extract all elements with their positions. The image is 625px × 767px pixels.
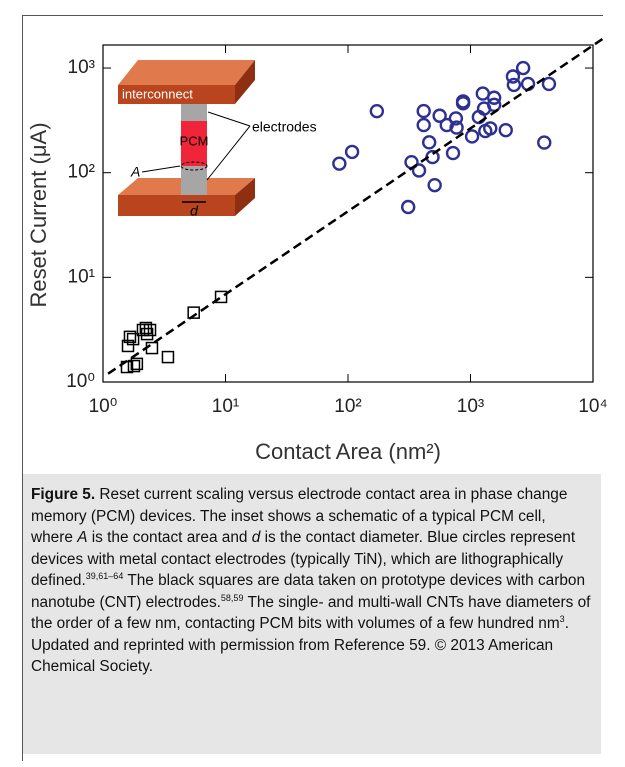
inset-label: PCM [180,133,209,148]
x-tick-label: 10¹ [212,396,239,417]
point [143,323,157,337]
caption-text: The black squares are data taken on prot… [31,572,586,611]
point [130,357,144,371]
inset-label: d [190,203,199,219]
caption-label: Figure 5. [31,486,96,503]
top-slab-front [118,85,235,104]
bottom-slab-front [118,195,235,216]
point [187,306,200,319]
caption-ref: 3 [559,613,565,624]
point [455,96,471,111]
point [416,103,431,119]
point [369,103,385,119]
point [140,327,154,341]
point [464,129,480,144]
point [515,60,531,76]
point [126,332,140,346]
chart: Reset Current (μA) Contact Area (nm²) in… [26,37,608,464]
point [427,177,442,193]
inset-label: electrodes [252,119,317,135]
point [486,90,502,105]
caption-text: . Updated and reprinted with permission … [31,615,569,675]
y-axis-title: Reset Current (μA) [26,122,51,307]
point [421,135,437,150]
caption-text: The single- and multi-wall CNTs have dia… [31,593,591,633]
contact-area [180,161,208,171]
point [498,122,513,138]
point [400,199,416,215]
y-tick-label: 10² [68,162,95,183]
top-slab-side [235,60,255,104]
caption-ref: 39,61–64 [85,570,124,581]
point [505,69,521,84]
point [537,135,552,150]
point [136,323,150,337]
y-tick-label: 10¹ [68,266,95,287]
point [432,108,447,123]
point [541,76,557,92]
figure-frame [22,15,603,761]
y-tick-label: 10⁰ [66,371,95,392]
x-tick-label: 10⁰ [89,396,118,417]
pointer [207,111,251,127]
point [344,144,360,160]
point [127,359,141,373]
point [448,111,464,126]
plot-area [102,37,604,383]
point [214,290,228,304]
pointer [141,165,181,173]
caption-text: A [77,529,88,546]
point [483,121,498,136]
inset: interconnect PCM electrodes A d [118,60,317,219]
caption-text: is the contact diameter. Blue circles re… [31,529,576,589]
point [445,145,461,161]
point [449,120,464,135]
point [506,77,522,93]
pcm-region [181,121,207,166]
y-tick-label: 10³ [68,57,95,78]
x-axis-title: Contact Area (nm²) [255,439,441,464]
point [332,156,347,171]
inset-label: A [130,164,140,180]
bottom-slab-side [235,178,255,216]
caption-text: d [251,529,261,546]
caption-text: Reset current scaling versus electrode c… [31,486,568,546]
point [416,117,431,133]
top-slab-top [118,60,255,85]
inset-label: interconnect [122,86,193,101]
point [439,117,454,133]
x-tick-label: 10⁴ [578,396,607,417]
caption-ref: 58,59 [220,592,244,603]
point [411,163,427,178]
pointer [206,125,251,181]
electrode-foot [181,178,207,195]
x-tick-label: 10² [334,396,361,417]
x-tick-label: 10³ [457,396,484,417]
caption: Figure 5. Reset current scaling versus e… [23,474,601,754]
point [123,330,137,344]
fit-line [107,37,604,375]
point [161,350,175,364]
caption-text: is the contact area and [87,529,252,546]
